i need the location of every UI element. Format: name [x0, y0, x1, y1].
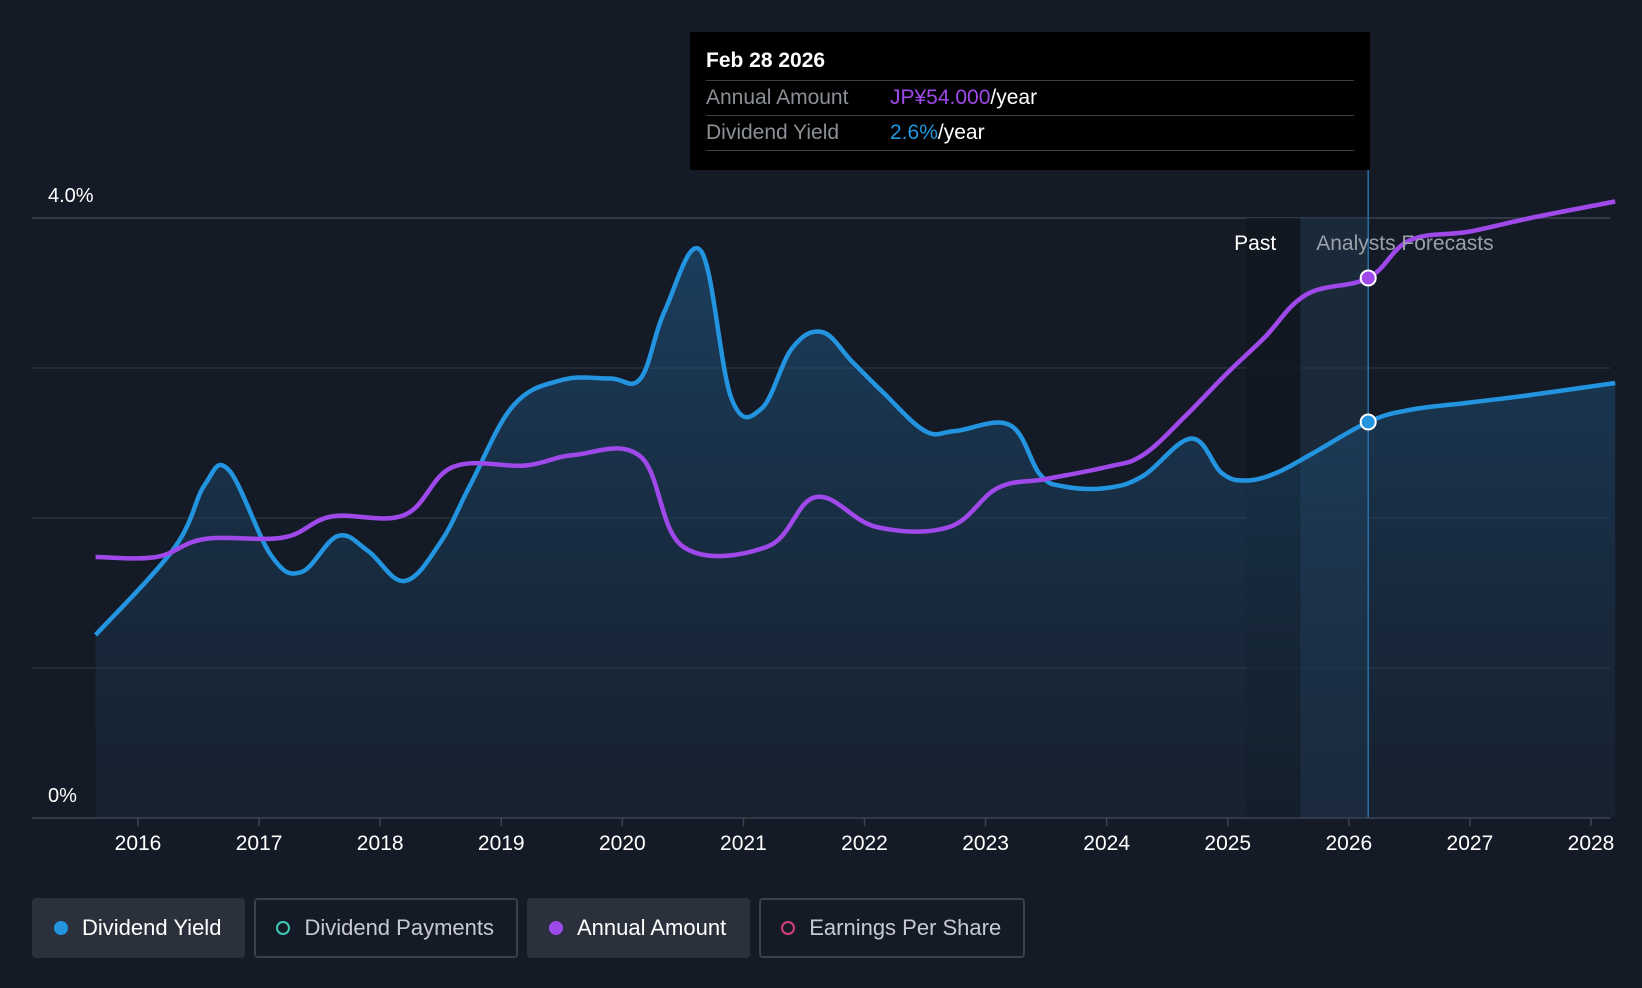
x-tick-label: 2028: [1568, 832, 1615, 855]
legend-ring-icon: [276, 921, 291, 935]
legend-item-earnings-per-share[interactable]: Earnings Per Share: [759, 898, 1026, 958]
x-tick-label: 2026: [1325, 832, 1372, 855]
tooltip-row-dividend-yield: Dividend Yield 2.6%/year: [706, 116, 1354, 151]
tooltip-row-annual-amount: Annual Amount JP¥54.000/year: [706, 81, 1354, 116]
tooltip-suffix: /year: [990, 86, 1038, 109]
tooltip-date: Feb 28 2026: [706, 46, 1354, 81]
annual-amount-marker: [1359, 269, 1377, 287]
legend-item-dividend-payments[interactable]: Dividend Payments: [254, 898, 518, 958]
x-tick-label: 2023: [962, 832, 1009, 855]
legend-label: Dividend Payments: [304, 915, 494, 940]
x-tick-label: 2017: [236, 832, 283, 855]
y-tick-label: 4.0%: [48, 185, 94, 207]
legend-label: Dividend Yield: [82, 915, 222, 940]
dividend-yield-line: [93, 245, 1616, 637]
x-tick-label: 2025: [1204, 832, 1251, 855]
x-tick-label: 2021: [720, 832, 767, 855]
annual-amount-line: [95, 199, 1616, 561]
dividend-yield-area: [95, 248, 1616, 819]
hover-tooltip: Feb 28 2026 Annual Amount JP¥54.000/year…: [690, 32, 1370, 170]
legend-item-annual-amount[interactable]: Annual Amount: [526, 898, 751, 958]
legend: Dividend Yield Dividend Payments Annual …: [32, 898, 1034, 958]
legend-dot-icon: [54, 921, 68, 935]
dividend-yield-marker: [1359, 413, 1377, 431]
x-tick-label: 2016: [115, 832, 162, 855]
legend-item-dividend-yield[interactable]: Dividend Yield: [32, 898, 246, 958]
x-tick-label: 2022: [841, 832, 888, 855]
legend-label: Earnings Per Share: [809, 915, 1002, 940]
y-tick-label: 0%: [48, 785, 77, 807]
x-tick-label: 2019: [478, 832, 525, 855]
past-label: Past: [1234, 232, 1276, 255]
x-tick-label: 2018: [357, 832, 404, 855]
tooltip-label: Annual Amount: [706, 86, 849, 109]
legend-label: Annual Amount: [576, 915, 727, 940]
x-tick-label: 2027: [1447, 832, 1494, 855]
x-tick-label: 2024: [1083, 832, 1130, 855]
x-tick-label: 2020: [599, 832, 646, 855]
tooltip-suffix: /year: [937, 121, 985, 144]
legend-ring-icon: [781, 921, 796, 935]
tooltip-label: Dividend Yield: [706, 121, 840, 144]
forecast-label: Analysts Forecasts: [1316, 232, 1493, 255]
legend-dot-icon: [548, 921, 563, 935]
tooltip-value: 2.6%: [890, 121, 938, 144]
tooltip-value: JP¥54.000: [890, 86, 991, 109]
